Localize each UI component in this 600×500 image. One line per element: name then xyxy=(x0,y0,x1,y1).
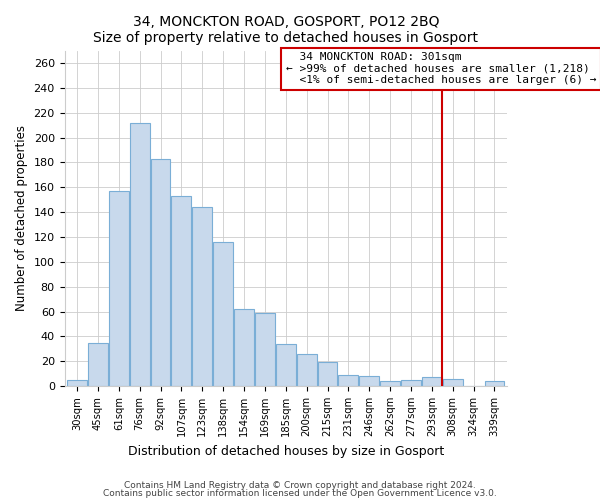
Bar xyxy=(88,342,108,386)
Bar xyxy=(485,381,505,386)
Bar xyxy=(359,376,379,386)
Bar xyxy=(234,309,254,386)
Bar xyxy=(213,242,233,386)
Bar xyxy=(109,191,129,386)
Text: Contains public sector information licensed under the Open Government Licence v3: Contains public sector information licen… xyxy=(103,489,497,498)
Bar xyxy=(443,378,463,386)
Bar xyxy=(380,381,400,386)
Bar xyxy=(276,344,296,386)
Y-axis label: Number of detached properties: Number of detached properties xyxy=(15,126,28,312)
Bar xyxy=(67,380,87,386)
Text: 34 MONCKTON ROAD: 301sqm
← >99% of detached houses are smaller (1,218)
  <1% of : 34 MONCKTON ROAD: 301sqm ← >99% of detac… xyxy=(286,52,596,86)
Bar xyxy=(255,312,275,386)
Bar xyxy=(338,375,358,386)
Bar xyxy=(422,378,442,386)
Bar xyxy=(151,158,170,386)
Bar xyxy=(297,354,317,386)
Bar xyxy=(193,207,212,386)
Bar xyxy=(401,380,421,386)
Bar xyxy=(317,362,337,386)
Bar xyxy=(172,196,191,386)
Title: 34, MONCKTON ROAD, GOSPORT, PO12 2BQ
Size of property relative to detached house: 34, MONCKTON ROAD, GOSPORT, PO12 2BQ Siz… xyxy=(93,15,478,45)
Bar xyxy=(130,122,149,386)
Text: Contains HM Land Registry data © Crown copyright and database right 2024.: Contains HM Land Registry data © Crown c… xyxy=(124,480,476,490)
X-axis label: Distribution of detached houses by size in Gosport: Distribution of detached houses by size … xyxy=(128,444,444,458)
